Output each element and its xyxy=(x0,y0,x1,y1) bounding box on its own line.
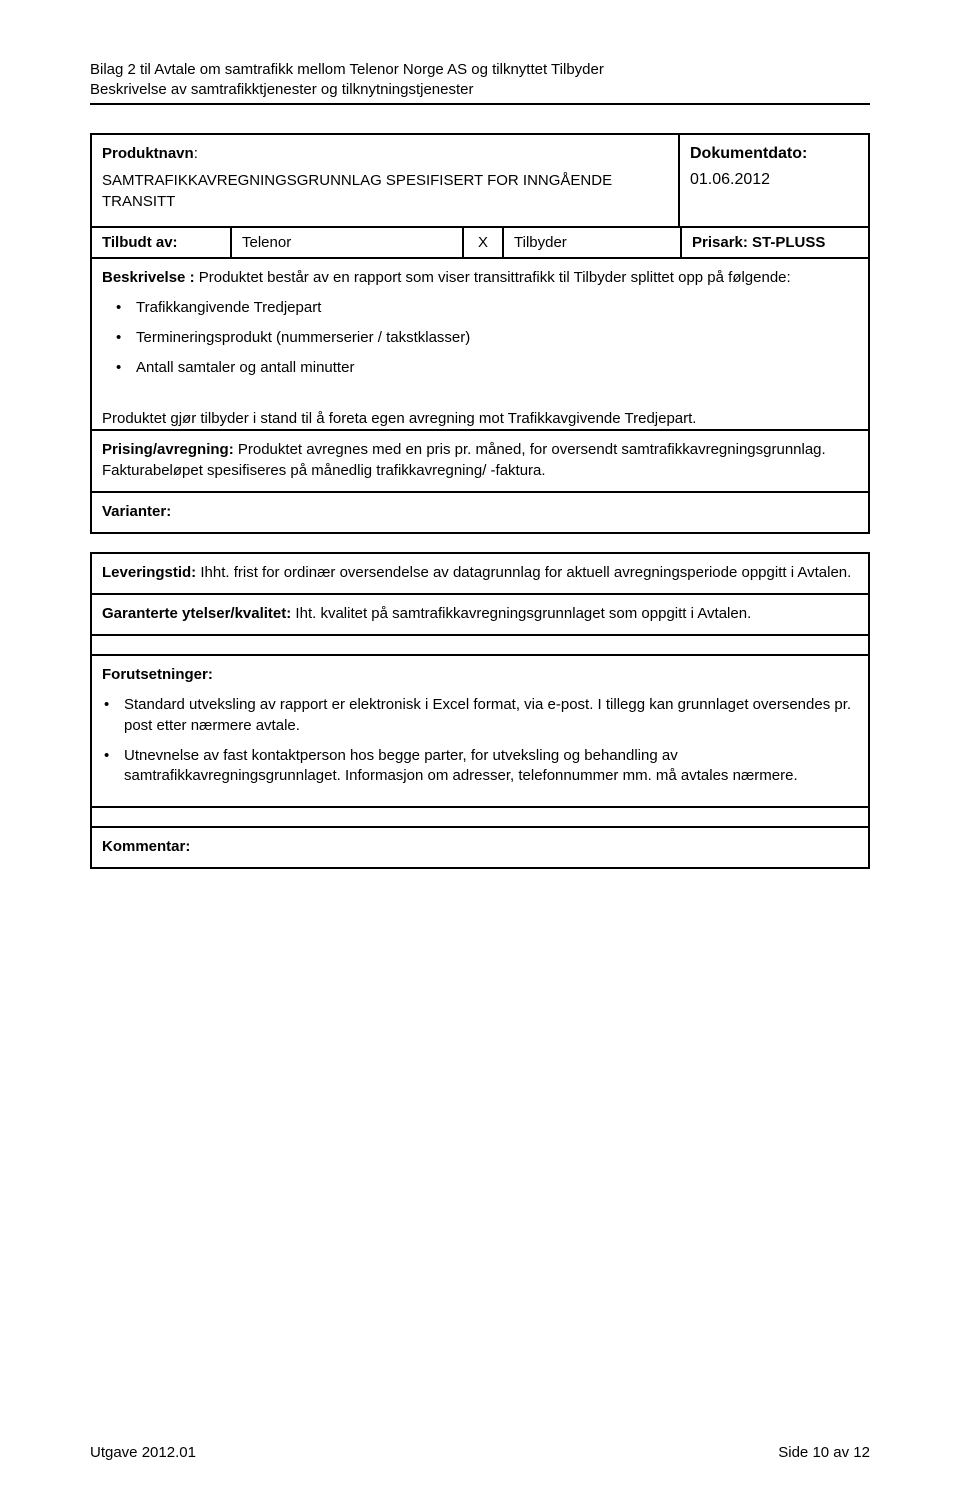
tilbudt-telenor: Telenor xyxy=(232,228,464,257)
produktnavn-value: SAMTRAFIKKAVREGNINGSGRUNNLAG SPESIFISERT… xyxy=(102,170,668,212)
bullet-item: Termineringsprodukt (nummerserier / taks… xyxy=(102,328,858,348)
footer-left: Utgave 2012.01 xyxy=(90,1444,196,1461)
product-top-row: Produktnavn: SAMTRAFIKKAVREGNINGSGRUNNLA… xyxy=(92,135,868,226)
bullet-item: Standard utveksling av rapport er elektr… xyxy=(102,695,858,736)
kommentar-row: Kommentar: xyxy=(92,828,868,867)
beskrivelse-bullets: Trafikkangivende Tredjepart Terminerings… xyxy=(102,298,858,379)
empty-row-2 xyxy=(92,808,868,828)
beskrivelse-intro: Produktet består av en rapport som viser… xyxy=(195,269,791,286)
dokumentdato-label: Dokumentdato: xyxy=(690,145,858,163)
forutsetninger-label: Forutsetninger: xyxy=(102,664,858,685)
beskrivelse-label: Beskrivelse : xyxy=(102,269,195,286)
bullet-item: Antall samtaler og antall minutter xyxy=(102,358,858,378)
leveringstid-text: Ihht. frist for ordinær oversendelse av … xyxy=(196,564,851,581)
empty-row xyxy=(92,636,868,656)
document-header: Bilag 2 til Avtale om samtrafikk mellom … xyxy=(90,60,870,105)
header-line-1: Bilag 2 til Avtale om samtrafikk mellom … xyxy=(90,60,870,80)
prising-label: Prising/avregning: xyxy=(102,441,234,458)
forutsetninger-bullets: Standard utveksling av rapport er elektr… xyxy=(102,695,858,786)
kommentar-label: Kommentar: xyxy=(102,838,190,855)
beskrivelse-trailer: Produktet gjør tilbyder i stand til å fo… xyxy=(102,408,858,429)
header-line-2: Beskrivelse av samtrafikktjenester og ti… xyxy=(90,80,870,100)
dokumentdato-cell: Dokumentdato: 01.06.2012 xyxy=(678,135,868,226)
tilbudt-label: Tilbudt av: xyxy=(92,228,232,257)
tilbudt-row: Tilbudt av: Telenor X Tilbyder Prisark: … xyxy=(92,226,868,257)
prising-row: Prising/avregning: Produktet avregnes me… xyxy=(92,429,868,493)
page-container: Bilag 2 til Avtale om samtrafikk mellom … xyxy=(0,0,960,1501)
product-name-cell: Produktnavn: SAMTRAFIKKAVREGNINGSGRUNNLA… xyxy=(92,135,678,226)
varianter-label: Varianter: xyxy=(102,503,171,520)
footer-right: Side 10 av 12 xyxy=(778,1444,870,1461)
tilbudt-x: X xyxy=(464,228,504,257)
produktnavn-label: Produktnavn xyxy=(102,145,194,162)
bullet-item: Trafikkangivende Tredjepart xyxy=(102,298,858,318)
product-box: Produktnavn: SAMTRAFIKKAVREGNINGSGRUNNLA… xyxy=(90,133,870,535)
beskrivelse-section: Beskrivelse : Produktet består av en rap… xyxy=(92,257,868,533)
colon: : xyxy=(194,145,198,162)
details-box: Leveringstid: Ihht. frist for ordinær ov… xyxy=(90,552,870,869)
forutsetninger-row: Forutsetninger: Standard utveksling av r… xyxy=(92,656,868,808)
bullet-item: Utnevnelse av fast kontaktperson hos beg… xyxy=(102,746,858,787)
garanterte-label: Garanterte ytelser/kvalitet: xyxy=(102,605,291,622)
page-footer: Utgave 2012.01 Side 10 av 12 xyxy=(90,1444,870,1461)
varianter-row: Varianter: xyxy=(92,493,868,532)
tilbudt-tilbyder: Tilbyder xyxy=(504,228,682,257)
dokumentdato-value: 01.06.2012 xyxy=(690,171,858,189)
garanterte-row: Garanterte ytelser/kvalitet: Iht. kvalit… xyxy=(92,595,868,636)
leveringstid-row: Leveringstid: Ihht. frist for ordinær ov… xyxy=(92,554,868,595)
garanterte-text: Iht. kvalitet på samtrafikkavregningsgru… xyxy=(291,605,751,622)
leveringstid-label: Leveringstid: xyxy=(102,564,196,581)
tilbudt-prisark: Prisark: ST-PLUSS xyxy=(682,228,868,257)
